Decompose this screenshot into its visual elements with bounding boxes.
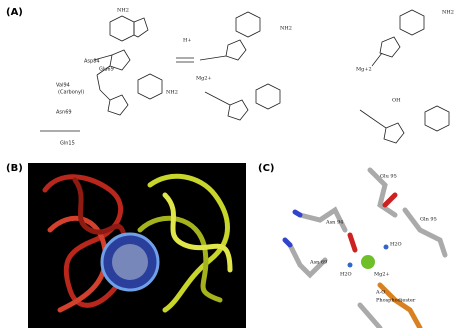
annotation: Asn 94 xyxy=(325,220,343,226)
annotation: (Carbonyl) xyxy=(58,90,84,96)
metal-ion xyxy=(361,255,375,269)
protein xyxy=(42,173,233,313)
annotation: A-O xyxy=(375,290,385,296)
water xyxy=(383,244,389,250)
annotation: Mg2+ xyxy=(196,76,212,82)
annotation: Asp84 xyxy=(84,59,100,65)
annotation: NH2 xyxy=(280,26,292,32)
annotation: Glu69 xyxy=(99,67,114,73)
annotation: NH2 xyxy=(166,90,178,96)
annotation: NH2 xyxy=(442,10,454,16)
residues xyxy=(282,167,448,328)
annotation: Asn69 xyxy=(56,110,72,116)
panel-label: (B) xyxy=(6,163,23,174)
panel-b: (B) xyxy=(6,163,246,328)
water xyxy=(347,262,353,268)
panel-label: (C) xyxy=(258,163,274,174)
annotation: NH2 xyxy=(117,8,129,14)
annotation: H+ xyxy=(183,38,192,44)
annotation: Mg2+ xyxy=(374,272,390,278)
panel-c: (C) Glu 95 Gln 95 Asn 94 Asn 69 Mg2+ H2O… xyxy=(258,163,448,328)
annotation: Asn 69 xyxy=(309,260,327,266)
annotation: Gln 95 xyxy=(420,217,437,223)
annotation: Val94 xyxy=(56,83,70,89)
annotation: OH xyxy=(392,98,401,104)
annotation: Phosphodiester xyxy=(376,298,416,304)
annotation: H2O xyxy=(390,242,402,248)
panel-a: (A) Asp84 Glu69 Val94 xyxy=(6,7,454,147)
annotation: Glu 95 xyxy=(380,174,397,180)
panel-label: (A) xyxy=(6,7,23,18)
structures xyxy=(40,9,450,144)
dna-core xyxy=(112,244,148,280)
annotation: Gln15 xyxy=(60,141,75,147)
annotation: Mg+2 xyxy=(356,67,372,73)
annotation: H2O xyxy=(340,272,352,278)
